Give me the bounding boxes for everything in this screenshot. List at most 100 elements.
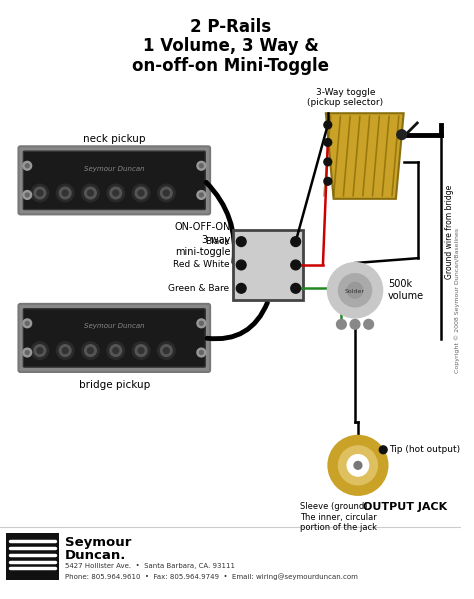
Text: ON-OFF-ON
3-way
mini-toggle: ON-OFF-ON 3-way mini-toggle — [174, 222, 230, 257]
Text: neck pickup: neck pickup — [83, 134, 146, 144]
Circle shape — [88, 347, 93, 353]
Circle shape — [31, 342, 49, 359]
Circle shape — [338, 274, 372, 307]
Circle shape — [337, 319, 346, 329]
Bar — [6, 534, 59, 580]
Circle shape — [197, 319, 206, 328]
Polygon shape — [326, 113, 404, 199]
Circle shape — [157, 342, 175, 359]
Circle shape — [113, 347, 118, 353]
Circle shape — [23, 161, 32, 170]
Circle shape — [237, 237, 246, 247]
Circle shape — [88, 190, 93, 196]
Circle shape — [113, 190, 118, 196]
Text: Sleeve (ground).
The inner, circular
portion of the jack: Sleeve (ground). The inner, circular por… — [300, 503, 376, 532]
Text: Phone: 805.964.9610  •  Fax: 805.964.9749  •  Email: wiring@seymourduncan.com: Phone: 805.964.9610 • Fax: 805.964.9749 … — [65, 573, 358, 580]
Text: 500k
volume: 500k volume — [388, 280, 424, 301]
Circle shape — [397, 130, 407, 140]
Text: OUTPUT JACK: OUTPUT JACK — [363, 503, 447, 512]
Circle shape — [161, 187, 172, 199]
Text: on-off-on Mini-Toggle: on-off-on Mini-Toggle — [132, 57, 329, 75]
Circle shape — [25, 193, 29, 197]
Circle shape — [200, 164, 203, 168]
Circle shape — [197, 348, 206, 357]
Circle shape — [25, 322, 29, 325]
Circle shape — [354, 461, 362, 469]
Circle shape — [132, 342, 150, 359]
Text: Seymour Duncan: Seymour Duncan — [84, 166, 145, 172]
Text: Ground wire from bridge: Ground wire from bridge — [445, 184, 454, 279]
FancyBboxPatch shape — [23, 308, 205, 367]
Circle shape — [197, 190, 206, 199]
Circle shape — [379, 446, 387, 453]
Circle shape — [138, 347, 144, 353]
Circle shape — [364, 319, 374, 329]
Circle shape — [110, 187, 122, 199]
Text: 5427 Hollister Ave.  •  Santa Barbara, CA. 93111: 5427 Hollister Ave. • Santa Barbara, CA.… — [65, 562, 235, 568]
Circle shape — [37, 190, 43, 196]
Text: Tip (hot output): Tip (hot output) — [389, 445, 460, 454]
Circle shape — [23, 348, 32, 357]
Text: Seymour
Duncan.: Seymour Duncan. — [65, 536, 132, 562]
Circle shape — [338, 446, 377, 485]
Bar — [233, 230, 303, 300]
Circle shape — [200, 350, 203, 355]
Circle shape — [85, 345, 96, 356]
FancyBboxPatch shape — [18, 304, 210, 372]
Circle shape — [329, 436, 387, 495]
Circle shape — [138, 190, 144, 196]
Circle shape — [107, 342, 125, 359]
Circle shape — [37, 347, 43, 353]
Circle shape — [135, 187, 147, 199]
Circle shape — [23, 190, 32, 199]
Circle shape — [132, 184, 150, 202]
Circle shape — [25, 164, 29, 168]
Circle shape — [82, 342, 99, 359]
Text: Black: Black — [205, 237, 229, 246]
Circle shape — [23, 319, 32, 328]
Circle shape — [324, 138, 332, 146]
Circle shape — [59, 345, 71, 356]
Circle shape — [324, 121, 332, 129]
Circle shape — [324, 158, 332, 166]
Circle shape — [200, 193, 203, 197]
Circle shape — [291, 283, 301, 293]
Circle shape — [34, 187, 46, 199]
Circle shape — [200, 322, 203, 325]
FancyBboxPatch shape — [23, 151, 205, 210]
Circle shape — [62, 347, 68, 353]
Circle shape — [328, 263, 382, 317]
Circle shape — [291, 260, 301, 270]
Circle shape — [31, 184, 49, 202]
FancyBboxPatch shape — [18, 146, 210, 214]
Text: 3-Way toggle
(pickup selector): 3-Way toggle (pickup selector) — [307, 88, 383, 107]
Circle shape — [164, 347, 169, 353]
Circle shape — [110, 345, 122, 356]
Circle shape — [107, 184, 125, 202]
Circle shape — [350, 319, 360, 329]
Circle shape — [237, 283, 246, 293]
Circle shape — [25, 350, 29, 355]
Circle shape — [161, 345, 172, 356]
Circle shape — [85, 187, 96, 199]
Text: 2 P-Rails: 2 P-Rails — [190, 18, 271, 36]
Text: Solder: Solder — [345, 289, 365, 294]
Circle shape — [347, 455, 369, 476]
Circle shape — [59, 187, 71, 199]
Circle shape — [164, 190, 169, 196]
Circle shape — [135, 345, 147, 356]
Circle shape — [197, 161, 206, 170]
Text: Green & Bare: Green & Bare — [168, 284, 229, 293]
Circle shape — [82, 184, 99, 202]
Circle shape — [56, 184, 74, 202]
Circle shape — [291, 237, 301, 247]
Text: 1 Volume, 3 Way &: 1 Volume, 3 Way & — [143, 37, 319, 55]
Circle shape — [324, 177, 332, 185]
Text: Copyright © 2008 Seymour Duncan/Baselines: Copyright © 2008 Seymour Duncan/Baseline… — [455, 228, 460, 373]
Circle shape — [347, 283, 363, 298]
Circle shape — [56, 342, 74, 359]
Circle shape — [34, 345, 46, 356]
Circle shape — [237, 260, 246, 270]
Circle shape — [157, 184, 175, 202]
Text: Red & White: Red & White — [173, 261, 229, 270]
